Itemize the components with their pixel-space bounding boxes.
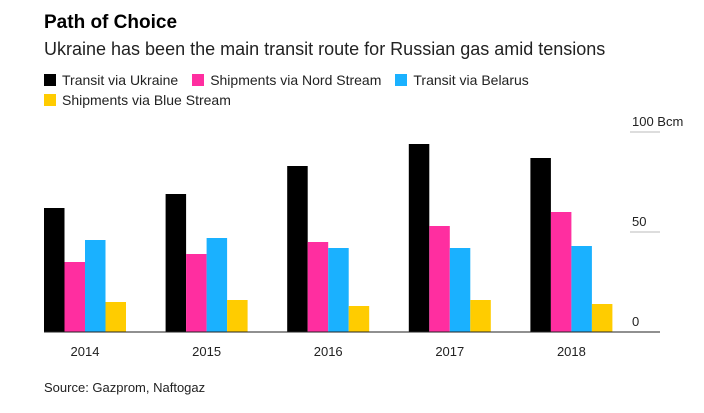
bar [307,242,329,332]
y-tick-label: 100 Bcm [632,114,683,129]
bar [550,212,572,332]
bar [328,248,349,332]
bar [44,208,65,332]
bar [186,254,207,332]
legend-item: Shipments via Nord Stream [192,70,381,90]
x-tick-label: 2016 [314,344,343,359]
legend-swatch [192,74,205,86]
chart-title: Path of Choice [44,12,178,33]
legend-swatch [44,94,56,106]
bar [348,306,370,332]
x-tick-label: 2014 [71,344,100,359]
legend-item: Shipments via Blue Stream [44,90,231,110]
bar [408,144,430,332]
legend-label: Shipments via Blue Stream [62,92,231,108]
chart-subtitle: Ukraine has been the main transit route … [44,39,606,59]
legend: Transit via Ukraine Shipments via Nord St… [44,70,654,110]
legend-swatch [395,74,408,86]
bar [287,166,308,332]
x-tick-label: 2018 [557,344,586,359]
legend-label: Shipments via Nord Stream [210,72,382,88]
y-tick-label: 0 [632,314,639,329]
bar [530,158,551,332]
legend-label: Transit via Belarus [413,72,529,88]
bar [64,262,85,332]
bar [227,300,248,332]
legend-label: Transit via Ukraine [62,72,179,88]
bar [206,238,228,332]
source-note: Source: Gazprom, Naftogaz [44,380,206,395]
bar [429,226,450,332]
x-tick-label: 2017 [435,344,464,359]
bar [591,304,613,332]
legend-swatch [44,74,56,86]
legend-item: Transit via Ukraine [44,70,178,90]
bar [470,300,491,332]
bar [105,302,126,332]
legend-item: Transit via Belarus [395,70,529,90]
y-tick-label: 50 [632,214,646,229]
bar [571,246,592,332]
bar [165,194,187,332]
x-tick-label: 2015 [192,344,221,359]
bar [449,248,471,332]
bar [85,240,106,332]
legend-row: Transit via Ukraine Shipments via Nord St… [44,70,654,110]
